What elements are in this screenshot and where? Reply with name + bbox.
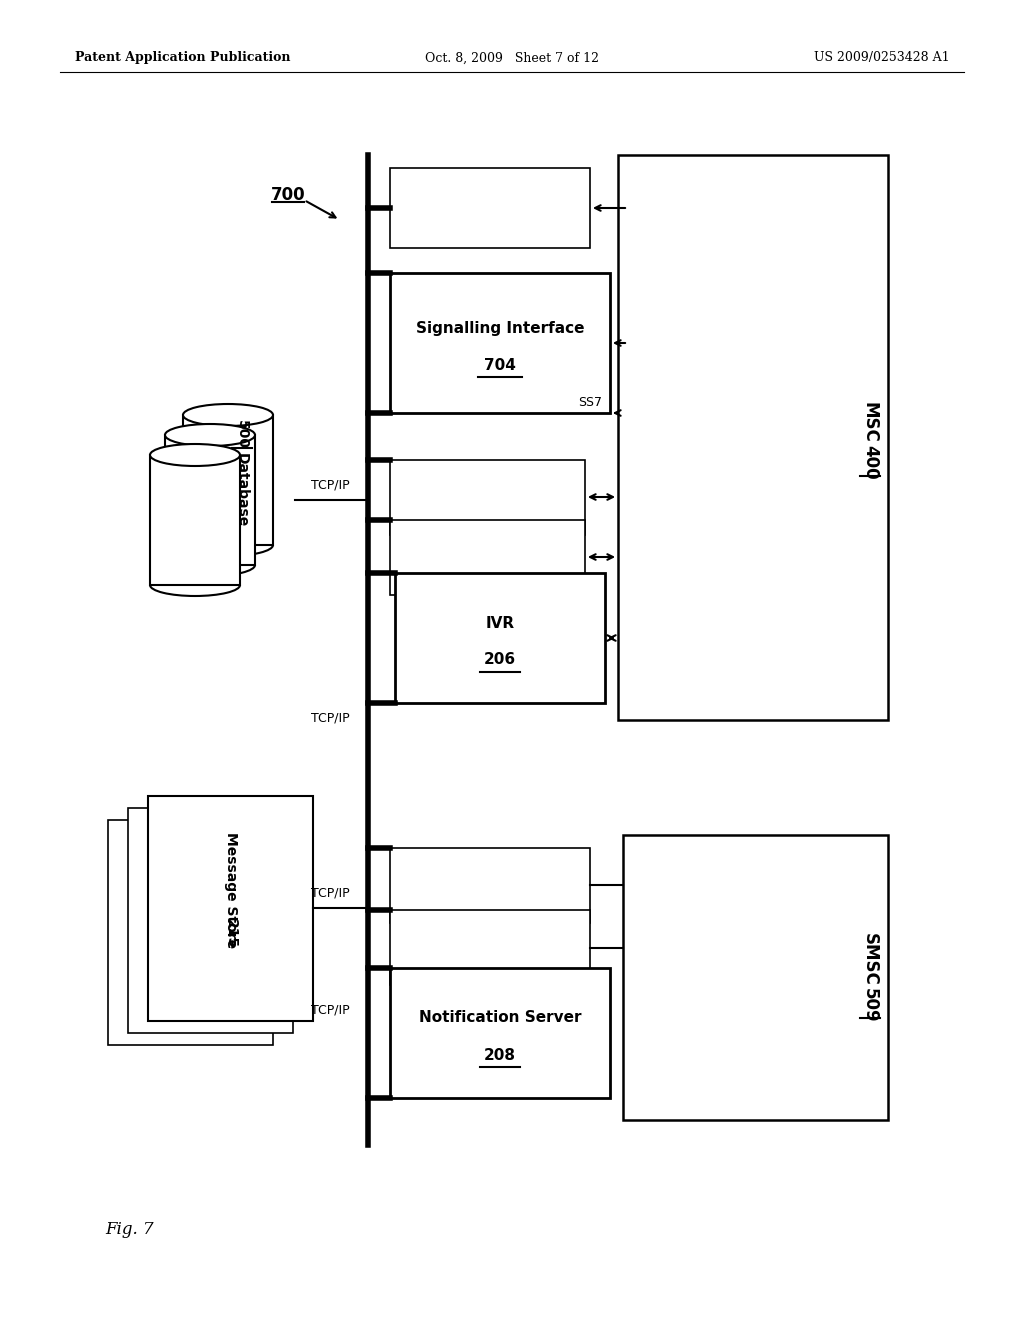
Bar [108, 820, 273, 1045]
Bar [183, 414, 273, 545]
Ellipse shape [150, 444, 240, 466]
Bar [150, 455, 240, 585]
Text: Notification Server: Notification Server [419, 1011, 582, 1026]
Text: MSC: MSC [861, 403, 879, 444]
Bar [390, 459, 585, 535]
Text: 509: 509 [861, 989, 879, 1023]
Ellipse shape [165, 424, 255, 446]
Bar [390, 520, 585, 595]
Text: 500: 500 [234, 421, 249, 450]
Text: 400: 400 [861, 445, 879, 479]
Bar [390, 968, 610, 1098]
Bar [165, 436, 255, 565]
Text: SS7: SS7 [578, 396, 602, 408]
Text: Message Store: Message Store [223, 833, 238, 949]
Bar [618, 154, 888, 719]
Text: 208: 208 [484, 1048, 516, 1063]
Text: Patent Application Publication: Patent Application Publication [75, 51, 291, 65]
Bar [390, 168, 590, 248]
Bar [623, 836, 888, 1119]
Text: 215: 215 [223, 919, 238, 948]
Text: IVR: IVR [485, 615, 515, 631]
Text: TCP/IP: TCP/IP [310, 479, 349, 491]
Text: Fig. 7: Fig. 7 [105, 1221, 154, 1238]
Bar [390, 273, 610, 413]
Bar [390, 847, 590, 923]
Text: US 2009/0253428 A1: US 2009/0253428 A1 [814, 51, 950, 65]
Text: SMSC: SMSC [861, 933, 879, 986]
Text: 704: 704 [484, 358, 516, 372]
Text: 700: 700 [270, 186, 305, 205]
Bar [128, 808, 293, 1034]
Text: 206: 206 [484, 652, 516, 668]
Text: Database: Database [234, 453, 249, 527]
Bar [395, 573, 605, 704]
Text: Signalling Interface: Signalling Interface [416, 321, 585, 335]
Bar [148, 796, 313, 1020]
Text: Oct. 8, 2009   Sheet 7 of 12: Oct. 8, 2009 Sheet 7 of 12 [425, 51, 599, 65]
Text: TCP/IP: TCP/IP [310, 711, 349, 725]
Bar [390, 909, 590, 985]
Text: TCP/IP: TCP/IP [310, 887, 349, 899]
Text: TCP/IP: TCP/IP [310, 1003, 349, 1016]
Ellipse shape [183, 404, 273, 426]
